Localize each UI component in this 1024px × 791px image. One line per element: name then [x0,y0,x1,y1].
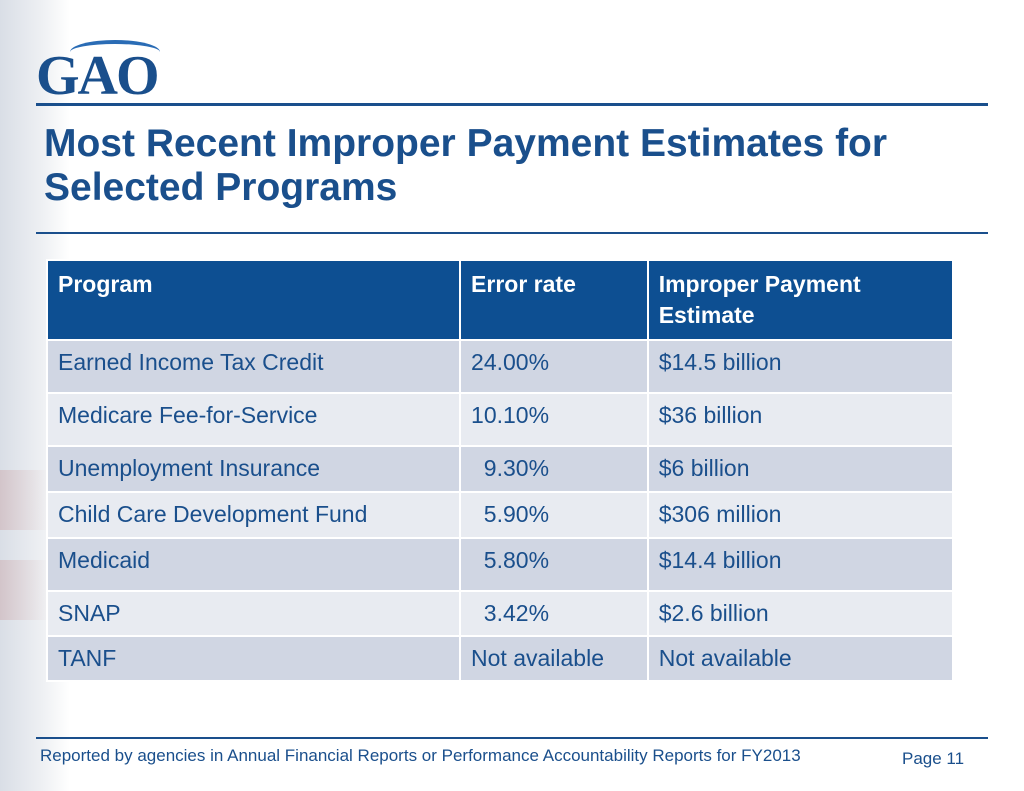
cell-estimate: $14.4 billion [646,537,955,592]
cell-program: SNAP [45,590,462,637]
cell-program: Earned Income Tax Credit [45,339,462,394]
footer-rule [36,737,988,739]
cell-program: Medicaid [45,537,462,592]
cell-estimate: $2.6 billion [646,590,955,637]
cell-error-rate: 5.90% [459,491,649,539]
cell-error-rate: 9.30% [459,445,649,493]
header-estimate: Improper Payment Estimate [646,259,955,341]
header-error-rate: Error rate [459,259,649,341]
page-title: Most Recent Improper Payment Estimates f… [44,122,888,209]
header-rule [36,103,988,106]
cell-estimate: $36 billion [646,392,955,447]
cell-estimate: $6 billion [646,445,955,493]
improper-payments-table: Program Error rate Improper Payment Esti… [45,259,955,682]
cell-error-rate: 24.00% [459,339,649,394]
table-row: Earned Income Tax Credit 24.00% $14.5 bi… [45,339,955,394]
table-row: SNAP 3.42% $2.6 billion [45,590,955,637]
cell-error-rate: 3.42% [459,590,649,637]
table-row: Medicaid 5.80% $14.4 billion [45,537,955,592]
header-program: Program [45,259,462,341]
cell-program: TANF [45,635,462,682]
cell-estimate: $306 million [646,491,955,539]
table-row: Unemployment Insurance 9.30% $6 billion [45,445,955,493]
cell-error-rate: 5.80% [459,537,649,592]
table-row: Child Care Development Fund 5.90% $306 m… [45,491,955,539]
background-stripe [0,560,50,620]
table-header-row: Program Error rate Improper Payment Esti… [45,259,955,341]
cell-program: Medicare Fee-for-Service [45,392,462,447]
cell-error-rate: Not available [459,635,649,682]
cell-program: Child Care Development Fund [45,491,462,539]
cell-program: Unemployment Insurance [45,445,462,493]
background-stripe [0,470,50,530]
logo-swoosh [70,40,160,64]
page-number: Page 11 [902,749,965,768]
table-row: TANF Not available Not available [45,635,955,682]
cell-error-rate: 10.10% [459,392,649,447]
footnote: Reported by agencies in Annual Financial… [40,746,801,765]
table-row: Medicare Fee-for-Service 10.10% $36 bill… [45,392,955,447]
cell-estimate: Not available [646,635,955,682]
title-rule [36,232,988,234]
gao-logo: GAO [36,45,160,107]
cell-estimate: $14.5 billion [646,339,955,394]
